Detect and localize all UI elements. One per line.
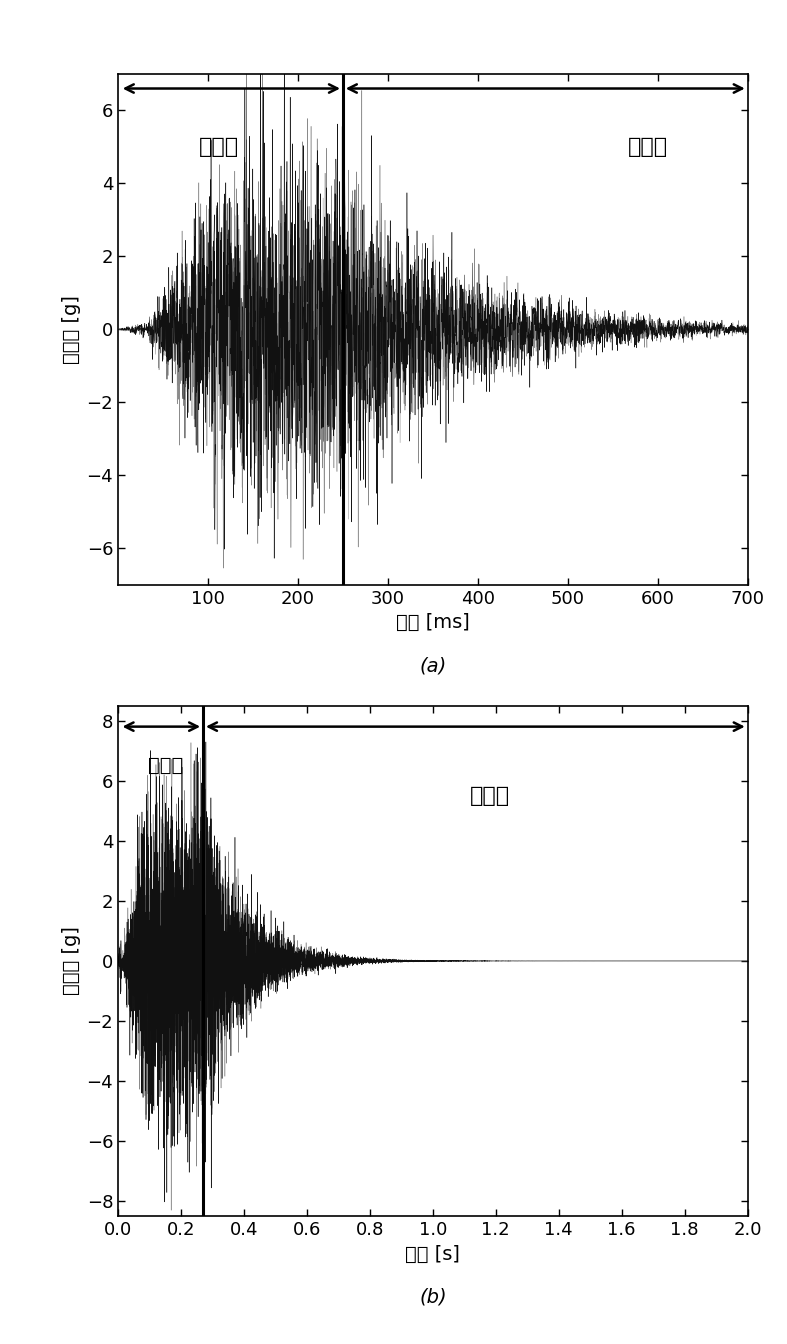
Text: 跳闸后: 跳闸后 [470,786,510,805]
X-axis label: 时间 [s]: 时间 [s] [405,1245,460,1263]
X-axis label: 时间 [ms]: 时间 [ms] [396,613,470,632]
Y-axis label: 加速度 [g]: 加速度 [g] [62,926,81,996]
Text: (a): (a) [419,656,446,675]
Y-axis label: 加速度 [g]: 加速度 [g] [62,294,81,364]
Text: 跳闸后: 跳闸后 [628,137,668,157]
Text: 跳闸前: 跳闸前 [199,137,239,157]
Text: (b): (b) [419,1288,447,1306]
Text: 跳闸前: 跳闸前 [148,757,183,775]
